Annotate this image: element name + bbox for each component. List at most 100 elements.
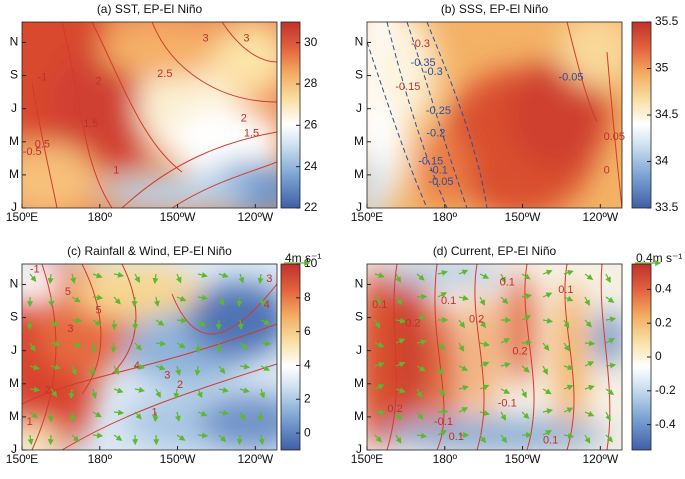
contour	[151, 22, 277, 103]
vector-arrow	[542, 365, 548, 375]
vector-arrow	[500, 388, 511, 394]
vector-arrow	[458, 407, 469, 413]
field-blob	[22, 142, 99, 208]
vector-arrow	[563, 407, 574, 413]
contour-label: 1	[113, 165, 119, 177]
vector-arrow	[113, 409, 125, 416]
vector-arrow	[500, 434, 508, 444]
vector-arrow	[584, 340, 596, 347]
field-blob	[213, 22, 277, 97]
vector-arrow	[605, 273, 611, 284]
field-blob	[22, 264, 61, 302]
y-tick-label: J	[356, 101, 362, 115]
vector-arrow	[521, 273, 531, 280]
vector-arrow	[92, 319, 102, 326]
contour-label: 0.2	[387, 403, 402, 415]
contour	[524, 264, 535, 450]
contour-label: 3	[266, 273, 272, 285]
colorbar	[280, 21, 301, 209]
y-tick-label: M	[9, 167, 19, 181]
colorbar-tick-label: 4	[304, 358, 311, 372]
vector-arrow	[458, 269, 469, 276]
contour	[221, 22, 277, 63]
y-tick-label: N	[10, 35, 19, 49]
vector-arrow	[134, 273, 140, 283]
contour	[386, 22, 448, 208]
vector-arrow	[542, 269, 553, 276]
contour-label: 0.2	[512, 345, 527, 357]
colorbar-tick-label: 0.2	[655, 315, 672, 329]
contour-label: -0.05	[428, 176, 453, 188]
vector-arrow	[395, 361, 406, 368]
contour-label: 0.5	[35, 139, 50, 151]
contour-label: 3	[203, 33, 209, 45]
vector-arrow	[458, 319, 466, 329]
y-tick-label: J	[11, 101, 17, 115]
vector-arrow	[153, 296, 160, 307]
contour	[171, 161, 277, 208]
x-tick-label: 120ºW	[582, 210, 618, 224]
vector-arrow	[134, 386, 145, 393]
colorbar-tick-label: 34	[655, 154, 669, 168]
contour-label: 1	[152, 407, 158, 419]
vector-arrow	[218, 296, 225, 306]
plot-frame	[21, 263, 278, 451]
field-blob	[504, 273, 536, 385]
vector-arrow	[68, 388, 75, 400]
x-tick-label: 150ºW	[505, 452, 541, 466]
vector-arrow	[218, 409, 230, 416]
vector-arrow	[176, 317, 188, 324]
vector-arrow	[605, 362, 617, 369]
colorbar-tick-label: 30	[304, 35, 318, 49]
vector-arrow	[563, 432, 575, 439]
field-blob	[98, 22, 226, 78]
vector-arrow	[71, 341, 82, 348]
vector-arrow	[395, 411, 402, 421]
vector-arrow	[584, 384, 595, 391]
contour-label: 0.1	[449, 431, 464, 443]
vector-arrow	[458, 342, 465, 352]
y-tick-label: M	[354, 167, 364, 181]
y-tick-label: N	[355, 35, 364, 49]
vector-arrow	[563, 269, 574, 276]
vector-arrow	[236, 434, 243, 446]
vector-arrow	[71, 317, 83, 324]
field-blob	[418, 133, 469, 208]
y-tick-label: J	[356, 442, 362, 456]
y-tick-label: M	[354, 376, 364, 390]
field-blob	[379, 264, 508, 285]
colorbar-tick-label: 26	[304, 118, 318, 132]
vector-arrow	[521, 293, 532, 300]
vector-arrow	[155, 340, 167, 347]
vector-arrow	[113, 434, 123, 441]
vector-arrow	[605, 434, 614, 443]
vector-arrow	[152, 411, 159, 423]
vector-arrow	[500, 362, 511, 368]
vector-arrow	[257, 411, 264, 423]
field-blob	[469, 291, 495, 423]
field-blobs	[367, 22, 622, 208]
y-tick-label: M	[9, 409, 19, 423]
vector-arrow	[260, 340, 272, 347]
y-tick-label: S	[10, 68, 18, 82]
vector-arrow	[113, 296, 121, 305]
vector-arrow	[50, 388, 58, 398]
vector-arrow	[195, 342, 202, 354]
field-blob	[367, 152, 388, 208]
colorbar-tick-label: 24	[304, 159, 318, 173]
x-tick-label: 120ºW	[237, 210, 273, 224]
vector-arrow	[542, 430, 552, 436]
vector-arrow	[134, 342, 142, 351]
vector-arrow	[563, 295, 574, 302]
contour-label: 3	[164, 370, 170, 382]
vector-arrow	[395, 273, 401, 283]
contour-label: 3	[243, 33, 249, 45]
vector-arrow	[47, 273, 54, 285]
vector-arrow	[479, 296, 486, 306]
contour	[566, 22, 598, 123]
contour-label: 0	[604, 165, 610, 177]
vector-arrow	[259, 388, 266, 399]
vector-arrow	[218, 272, 229, 279]
contour-label: -0.15	[395, 81, 420, 93]
vector-arrow	[416, 432, 428, 439]
